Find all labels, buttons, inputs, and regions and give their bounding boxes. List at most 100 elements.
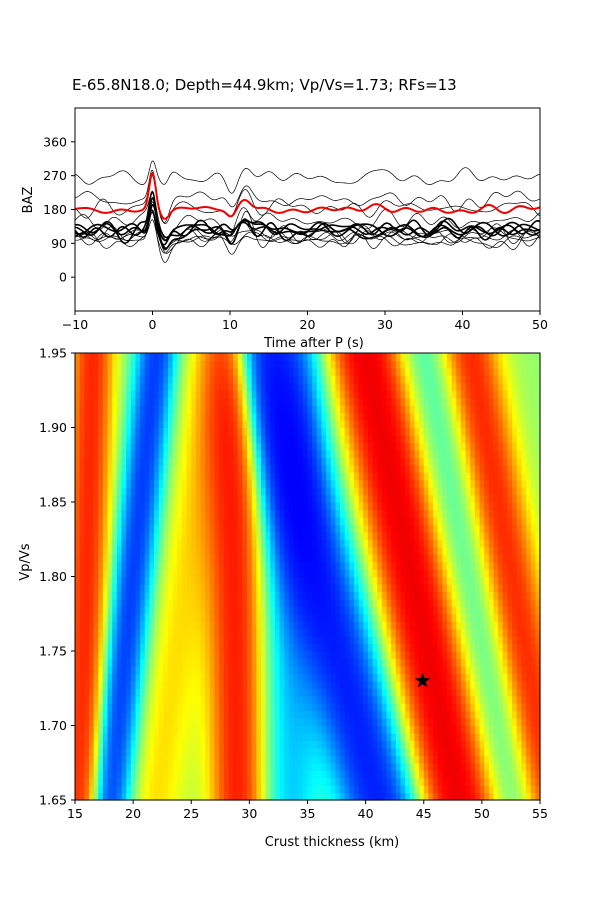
heatmap-cell <box>400 680 406 689</box>
heatmap-cell <box>274 531 281 540</box>
heatmap-cell <box>330 516 336 525</box>
heatmap-cell <box>512 651 518 660</box>
heatmap-cell <box>270 725 276 734</box>
heatmap-cell <box>512 494 518 503</box>
heatmap-cell <box>428 539 434 548</box>
heatmap-cell <box>414 539 420 548</box>
heatmap-cell <box>144 725 150 734</box>
heatmap-cell <box>214 762 220 771</box>
heatmap-cell <box>400 524 406 533</box>
heatmap-cell <box>363 569 369 578</box>
heatmap-cell <box>465 531 471 540</box>
heatmap-cell <box>507 792 513 801</box>
heatmap-cell <box>237 531 243 540</box>
heatmap-cell <box>233 665 239 674</box>
heatmap-cell <box>354 464 360 473</box>
heatmap-cell <box>340 762 346 771</box>
heatmap-cell <box>488 703 495 712</box>
heatmap-cell <box>88 777 95 786</box>
heatmap-cell <box>130 680 137 689</box>
heatmap-cell <box>163 703 169 712</box>
heatmap-cell <box>261 494 267 503</box>
heatmap-cell <box>451 762 457 771</box>
heatmap-cell <box>405 539 411 548</box>
heatmap-cell <box>344 449 350 458</box>
heatmap-cell <box>316 613 323 622</box>
heatmap-cell <box>479 561 485 570</box>
heatmap-cell <box>172 770 178 779</box>
heatmap-cell <box>447 487 453 496</box>
heatmap-cell <box>526 591 532 600</box>
heatmap-cell <box>498 606 504 615</box>
heatmap-cell <box>507 583 513 592</box>
heatmap-cell <box>488 583 495 592</box>
heatmap-cell <box>98 651 104 660</box>
heatmap-cell <box>298 583 304 592</box>
heatmap-cell <box>98 554 104 563</box>
heatmap-cell <box>93 762 99 771</box>
heatmap-cell <box>330 524 336 533</box>
heatmap-cell <box>335 502 341 511</box>
heatmap-cell <box>484 658 490 667</box>
heatmap-cell <box>460 569 467 578</box>
heatmap-cell <box>112 651 118 660</box>
heatmap-cell <box>507 636 513 645</box>
heatmap-cell <box>200 502 206 511</box>
heatmap-cell <box>112 457 118 466</box>
heatmap-cell <box>344 755 350 764</box>
heatmap-cell <box>460 695 467 704</box>
heatmap-cell <box>154 673 160 682</box>
heatmap-cell <box>219 673 225 682</box>
heatmap-cell <box>256 710 262 719</box>
heatmap-cell <box>470 583 476 592</box>
heatmap-cell <box>233 434 239 443</box>
heatmap-cell <box>335 725 341 734</box>
heatmap-cell <box>130 755 137 764</box>
heatmap-cell <box>358 792 364 801</box>
heatmap-cell <box>302 427 309 436</box>
heatmap-cell <box>484 703 490 712</box>
heatmap-cell <box>493 516 499 525</box>
heatmap-cell <box>228 531 234 540</box>
heatmap-cell <box>223 583 230 592</box>
heatmap-cell <box>98 725 104 734</box>
heatmap-cell <box>121 665 127 674</box>
heatmap-cell <box>535 494 541 503</box>
heatmap-cell <box>498 449 504 458</box>
heatmap-cell <box>144 651 150 660</box>
heatmap-cell <box>316 509 323 518</box>
heatmap-cell <box>414 583 420 592</box>
heatmap-cell <box>158 494 164 503</box>
heatmap-cell <box>451 442 457 451</box>
heatmap-cell <box>456 725 462 734</box>
heatmap-cell <box>433 680 439 689</box>
heatmap-cell <box>130 770 137 779</box>
heatmap-cell <box>372 539 378 548</box>
heatmap-cell <box>521 487 527 496</box>
heatmap-cell <box>154 606 160 615</box>
heatmap-cell <box>470 628 476 637</box>
heatmap-cell <box>381 651 388 660</box>
heatmap-cell <box>433 740 439 749</box>
heatmap-cell <box>512 680 518 689</box>
heatmap-cell <box>98 755 104 764</box>
heatmap-cell <box>530 434 536 443</box>
heatmap-cell <box>200 561 206 570</box>
heatmap-cell <box>354 502 360 511</box>
heatmap-cell <box>223 434 230 443</box>
heatmap-cell <box>214 449 220 458</box>
heatmap-cell <box>93 747 99 756</box>
heatmap-cell <box>330 442 336 451</box>
heatmap-cell <box>172 732 178 741</box>
heatmap-cell <box>335 673 341 682</box>
heatmap-cell <box>88 718 95 727</box>
heatmap-cell <box>121 502 127 511</box>
heatmap-cell <box>163 770 169 779</box>
heatmap-cell <box>340 792 346 801</box>
heatmap-cell <box>121 621 127 630</box>
heatmap-cell <box>126 427 132 436</box>
heatmap-cell <box>326 516 332 525</box>
heatmap-cell <box>279 747 285 756</box>
heatmap-cell <box>344 516 350 525</box>
heatmap-cell <box>126 680 132 689</box>
